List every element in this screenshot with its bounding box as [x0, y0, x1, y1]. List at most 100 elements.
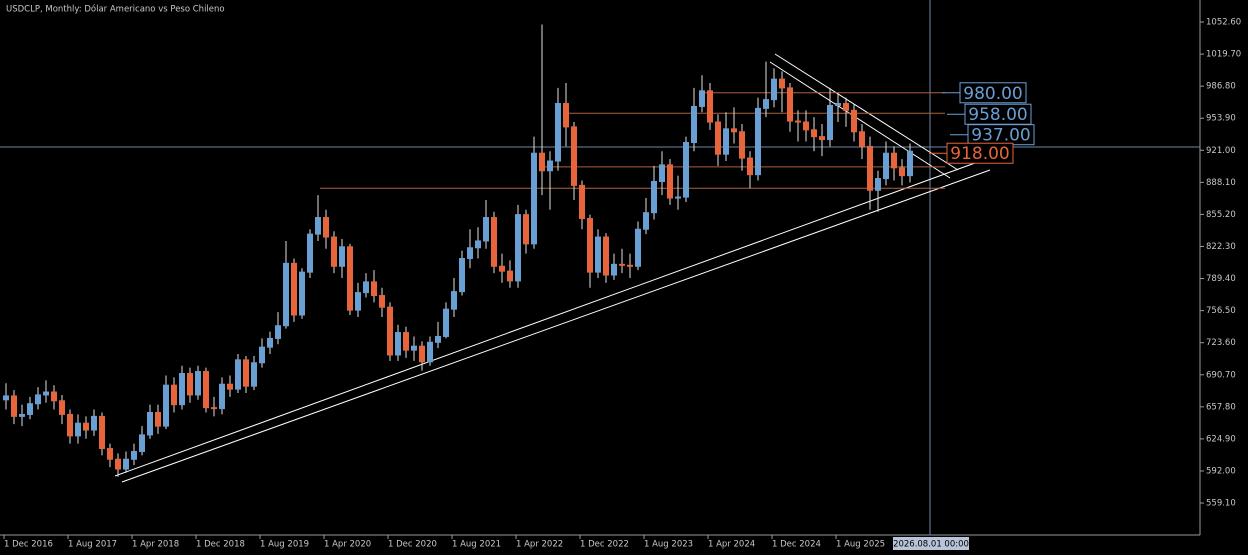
x-tick-label: 1 Aug 2023	[644, 540, 693, 550]
trendline	[114, 162, 976, 477]
candle-body	[659, 164, 665, 182]
y-tick-label: 559.10	[1206, 499, 1236, 509]
candle-body	[787, 87, 793, 122]
candle-body	[411, 345, 417, 351]
candle-body	[635, 228, 641, 267]
candle-body	[235, 359, 241, 390]
candle-body	[331, 236, 337, 267]
trendline	[774, 53, 959, 171]
candle-body	[283, 262, 289, 327]
candle-body	[371, 281, 377, 297]
y-tick-label: 723.60	[1206, 338, 1236, 348]
y-tick-label: 888.10	[1206, 178, 1236, 188]
candle-body	[523, 214, 529, 245]
x-tick-label: 1 Aug 2017	[68, 540, 117, 550]
candle-body	[171, 384, 177, 406]
candle-body	[867, 145, 873, 191]
candle-body	[755, 107, 761, 176]
candle-body	[875, 178, 881, 191]
candle-body	[555, 103, 561, 162]
y-tick-label: 756.50	[1206, 306, 1236, 316]
candle-body	[443, 308, 449, 337]
candle-body	[667, 164, 673, 199]
level-box	[959, 82, 1027, 104]
trendline	[121, 169, 991, 483]
candle-body	[75, 422, 81, 437]
x-tick-label: 1 Dec 2022	[580, 540, 629, 550]
candle-body	[323, 217, 329, 238]
level-label: 918.00	[950, 144, 1009, 164]
level-label: 937.00	[971, 126, 1030, 146]
candle-body	[763, 99, 769, 109]
candle-body	[163, 384, 169, 427]
chart-title: USDCLP, Monthly: Dólar Americano vs Peso…	[6, 4, 225, 15]
candle-body	[307, 233, 313, 273]
x-tick-label: 1 Apr 2020	[324, 540, 371, 550]
candle-body	[491, 217, 497, 267]
x-tick-label: 1 Dec 2024	[772, 540, 821, 550]
candle-body	[587, 218, 593, 273]
candle-body	[483, 217, 489, 242]
candle-body	[115, 458, 121, 470]
candle-body	[403, 332, 409, 351]
crosshair-label-box	[893, 537, 969, 550]
candle-body	[707, 90, 713, 123]
candle-body	[203, 371, 209, 409]
candle-body	[843, 103, 849, 111]
y-tick-label: 921.00	[1206, 146, 1236, 156]
candle-body	[563, 103, 569, 128]
candle-body	[267, 337, 273, 348]
candle-body	[731, 128, 737, 133]
candle-body	[243, 359, 249, 387]
candle-body	[51, 391, 57, 402]
candle-body	[339, 246, 345, 267]
crosshair-label: 2026.08.01 00:00	[893, 540, 969, 550]
candle-body	[19, 413, 25, 417]
candle-body	[91, 415, 97, 431]
candle-body	[131, 450, 137, 460]
level-label: 980.00	[963, 84, 1022, 104]
candle-body	[395, 332, 401, 356]
candle-body	[595, 236, 601, 273]
candle-body	[907, 150, 913, 177]
x-tick-label: 1 Aug 2021	[452, 540, 501, 550]
y-tick-label: 624.90	[1206, 434, 1236, 444]
y-tick-label: 855.20	[1206, 210, 1236, 220]
level-label: 958.00	[968, 105, 1027, 125]
candle-body	[723, 128, 729, 155]
candle-body	[259, 346, 265, 364]
candle-body	[747, 157, 753, 176]
candle-body	[803, 121, 809, 131]
y-tick-label: 1052.60	[1206, 18, 1241, 28]
candle-body	[683, 141, 689, 198]
candle-body	[715, 121, 721, 155]
candle-body	[603, 236, 609, 276]
candle-body	[387, 306, 393, 356]
candle-body	[355, 292, 361, 311]
x-tick-label: 1 Aug 2025	[836, 540, 885, 550]
candle-body	[851, 109, 857, 133]
candle-body	[739, 131, 745, 159]
y-tick-label: 592.00	[1206, 466, 1236, 476]
x-tick-label: 1 Aug 2019	[260, 540, 309, 550]
candle-body	[35, 394, 41, 405]
candle-body	[11, 395, 17, 417]
candle-body	[643, 212, 649, 230]
y-tick-label: 986.80	[1206, 82, 1236, 92]
candle-body	[3, 395, 9, 401]
candle-body	[419, 345, 425, 363]
candle-body	[179, 372, 185, 406]
candle-body	[459, 257, 465, 293]
candle-body	[27, 403, 33, 415]
candle-body	[43, 391, 49, 396]
candle-body	[315, 217, 321, 235]
candle-body	[771, 78, 777, 101]
candle-body	[83, 422, 89, 431]
y-tick-label: 789.40	[1206, 274, 1236, 284]
y-tick-label: 690.70	[1206, 370, 1236, 380]
candle-body	[547, 160, 553, 172]
candle-body	[779, 78, 785, 89]
candle-body	[107, 448, 113, 460]
